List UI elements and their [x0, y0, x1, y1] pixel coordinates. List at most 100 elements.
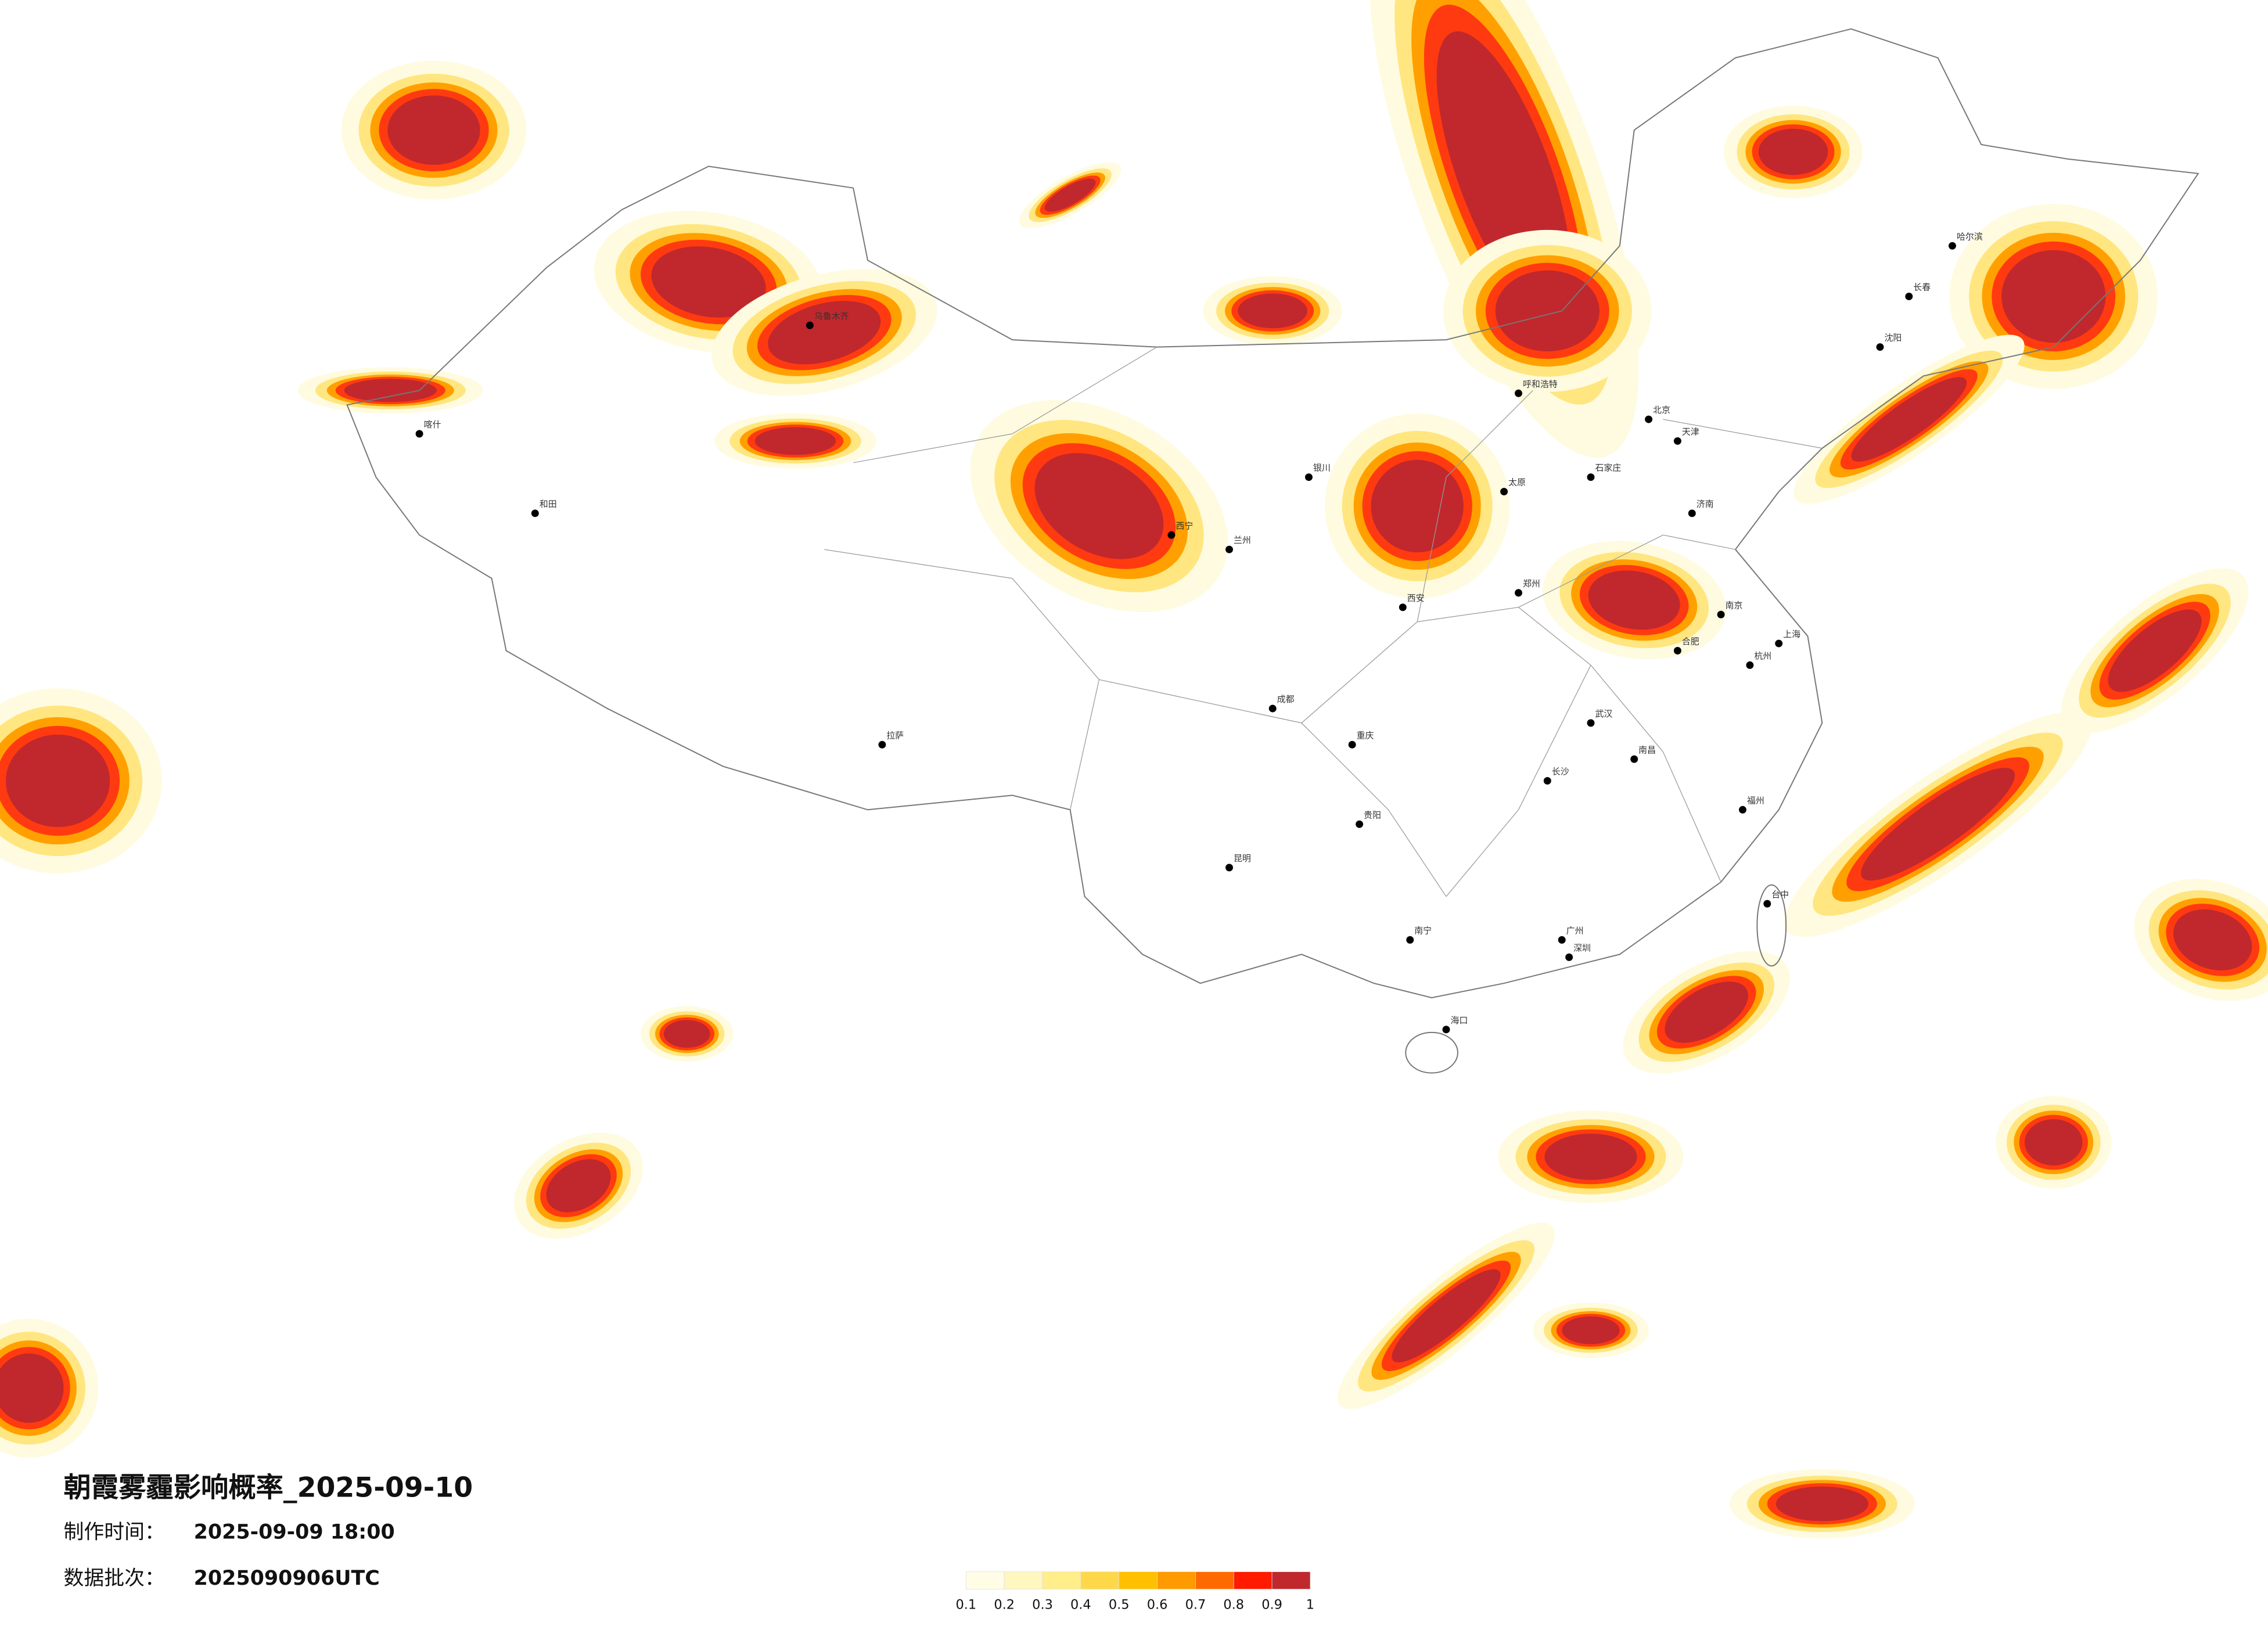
city-label: 拉萨 — [886, 730, 904, 740]
city-dot — [806, 321, 814, 329]
city-dot — [1587, 719, 1595, 727]
colorbar-tick-label: 0.1 — [955, 1597, 976, 1612]
city-dot — [1558, 936, 1566, 944]
probability-patch — [0, 1353, 64, 1423]
city-dot — [1688, 509, 1696, 517]
city-dot — [1587, 473, 1595, 481]
city-label: 上海 — [1783, 629, 1800, 639]
city-dot — [1356, 820, 1364, 828]
map-title: 朝霞雾霾影响概率_2025-09-10 — [64, 1472, 473, 1504]
city-label: 长沙 — [1552, 767, 1569, 777]
probability-patch — [1562, 1316, 1620, 1344]
city-label: 南宁 — [1414, 926, 1432, 936]
city-dot — [1304, 473, 1313, 481]
city-label: 和田 — [540, 499, 557, 509]
city-dot — [1673, 437, 1681, 445]
probability-patch — [1392, 1269, 1501, 1363]
probability-patch — [5, 734, 110, 828]
probability-patch — [1371, 459, 1464, 553]
probability-patch — [1851, 377, 1967, 462]
colorbar-cell — [1271, 1571, 1311, 1589]
city-dot — [1500, 488, 1508, 496]
probability-patch — [1588, 570, 1680, 630]
city-dot — [1348, 740, 1356, 749]
china-outline — [346, 28, 2199, 999]
taiwan-outline — [1756, 884, 1787, 967]
probability-patch — [387, 95, 480, 165]
probability-patch — [546, 1159, 611, 1213]
city-label: 哈尔滨 — [1957, 231, 1983, 242]
colorbar-cell — [1042, 1571, 1081, 1589]
city-label: 杭州 — [1754, 650, 1771, 661]
city-dot — [1738, 805, 1746, 814]
probability-patch — [1044, 178, 1096, 212]
city-dot — [1399, 603, 1407, 611]
city-dot — [1876, 343, 1884, 351]
city-dot — [1515, 589, 1522, 597]
city-dot — [1167, 531, 1176, 539]
colorbar-cell — [1157, 1571, 1196, 1589]
city-label: 银川 — [1313, 463, 1331, 473]
probability-patch — [2001, 250, 2106, 343]
probability-patch — [1665, 981, 1749, 1043]
colorbar-tick-label: 0.4 — [1070, 1597, 1091, 1612]
colorbar-cell — [1119, 1571, 1158, 1589]
colorbar: 0.1 0.2 0.3 0.4 0.5 0.6 0.7 0.8 0.9 1 — [955, 1571, 1314, 1612]
hainan-outline — [1405, 1031, 1458, 1074]
probability-patch — [1758, 128, 1828, 175]
city-label: 重庆 — [1357, 730, 1374, 740]
colorbar-cell — [1004, 1571, 1043, 1589]
probability-patch — [344, 379, 437, 402]
city-dot — [415, 430, 423, 438]
city-dot — [1717, 610, 1725, 618]
probability-patch — [1861, 768, 2015, 881]
city-label: 乌鲁木齐 — [814, 311, 849, 321]
city-label: 兰州 — [1234, 535, 1251, 545]
city-dot — [1565, 953, 1573, 961]
city-label: 西安 — [1407, 593, 1425, 603]
probability-field — [0, 0, 2268, 1539]
city-dot — [1905, 292, 1913, 300]
city-dot — [1645, 415, 1653, 423]
city-label: 昆明 — [1234, 853, 1251, 864]
city-label: 石家庄 — [1595, 463, 1621, 473]
city-label: 海口 — [1450, 1015, 1468, 1026]
batch: 2025090906UTC — [194, 1567, 380, 1590]
city-label: 贵阳 — [1364, 810, 1381, 820]
city-dot — [531, 509, 539, 517]
probability-patch — [2108, 609, 2202, 692]
city-label: 台中 — [1771, 889, 1789, 900]
city-dot — [1949, 242, 1956, 250]
city-label: 成都 — [1277, 694, 1295, 704]
made-label: 制作时间： — [64, 1520, 165, 1544]
city-dot — [1630, 755, 1638, 763]
city-label: 深圳 — [1573, 942, 1591, 953]
city-label: 南昌 — [1638, 744, 1656, 755]
city-dot — [878, 740, 886, 749]
city-dot — [1543, 777, 1551, 785]
city-label: 广州 — [1566, 926, 1584, 936]
city-dot — [1746, 661, 1754, 669]
batch-label: 数据批次： — [64, 1567, 165, 1590]
probability-patch — [754, 427, 836, 455]
colorbar-cell — [1233, 1571, 1273, 1589]
city-label: 郑州 — [1523, 578, 1540, 589]
probability-patch — [768, 301, 881, 365]
colorbar-tick-label: 0.8 — [1223, 1597, 1244, 1612]
probability-patch — [651, 246, 766, 318]
city-label: 济南 — [1696, 499, 1714, 509]
probability-patch — [2173, 909, 2252, 971]
colorbar-tick-label: 0.5 — [1109, 1597, 1130, 1612]
city-label: 南京 — [1726, 600, 1743, 610]
city-label: 沈阳 — [1884, 333, 1902, 343]
city-dot — [1406, 936, 1414, 944]
city-label: 天津 — [1682, 427, 1699, 437]
city-dot — [1515, 389, 1522, 397]
city-label: 福州 — [1747, 795, 1764, 805]
city-label: 长春 — [1913, 282, 1931, 293]
city-label: 北京 — [1653, 405, 1670, 415]
colorbar-cell — [965, 1571, 1005, 1589]
